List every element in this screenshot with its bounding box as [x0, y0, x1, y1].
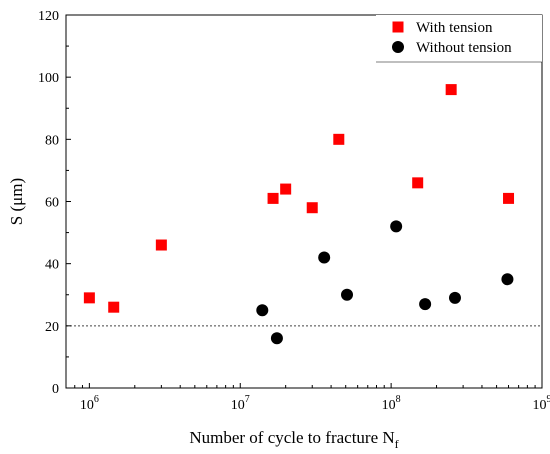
point-with-tension [503, 192, 515, 204]
point-with-tension [83, 292, 95, 304]
point-without-tension [270, 332, 283, 345]
data-points-layer [83, 84, 515, 345]
legend: With tension Without tension [376, 15, 542, 63]
x-axis-title: Number of cycle to fracture Nf [189, 428, 398, 451]
legend-box [376, 15, 542, 62]
point-with-tension [155, 239, 167, 251]
axis-ticks-layer: 0 20 40 60 80 100 120 106 107 108 109 [38, 9, 550, 413]
legend-label: With tension [416, 20, 493, 36]
point-without-tension [501, 273, 514, 286]
plot-frame [65, 14, 543, 389]
point-with-tension [108, 301, 120, 313]
y-tick-label: 80 [45, 133, 59, 148]
y-tick-label: 0 [52, 382, 59, 397]
point-with-tension [306, 202, 318, 214]
x-tick-label: 107 [231, 394, 250, 413]
point-without-tension [318, 251, 331, 264]
point-without-tension [419, 298, 432, 311]
point-without-tension [341, 288, 354, 301]
y-axis-title: S (μm) [7, 178, 26, 225]
point-without-tension [390, 220, 403, 233]
legend-label: Without tension [416, 40, 512, 56]
y-tick-label: 60 [45, 196, 59, 211]
point-with-tension [412, 177, 424, 189]
point-with-tension [445, 84, 457, 96]
y-tick-label: 100 [38, 71, 59, 86]
point-without-tension [448, 291, 461, 304]
point-with-tension [333, 133, 345, 145]
y-tick-label: 120 [38, 9, 59, 24]
point-without-tension [256, 304, 269, 317]
x-tick-label: 108 [382, 394, 401, 413]
y-tick-label: 40 [45, 258, 59, 273]
y-tick-label: 20 [45, 320, 59, 335]
point-with-tension [280, 183, 292, 195]
x-tick-label: 106 [80, 394, 99, 413]
point-with-tension-legend-symbol [392, 21, 404, 33]
point-without-tension-legend-symbol [392, 41, 404, 53]
point-with-tension [267, 192, 279, 204]
x-axis-title-subscript: f [395, 437, 399, 451]
x-tick-label: 109 [533, 394, 550, 413]
x-axis-title-main: Number of cycle to fracture N [189, 428, 394, 447]
